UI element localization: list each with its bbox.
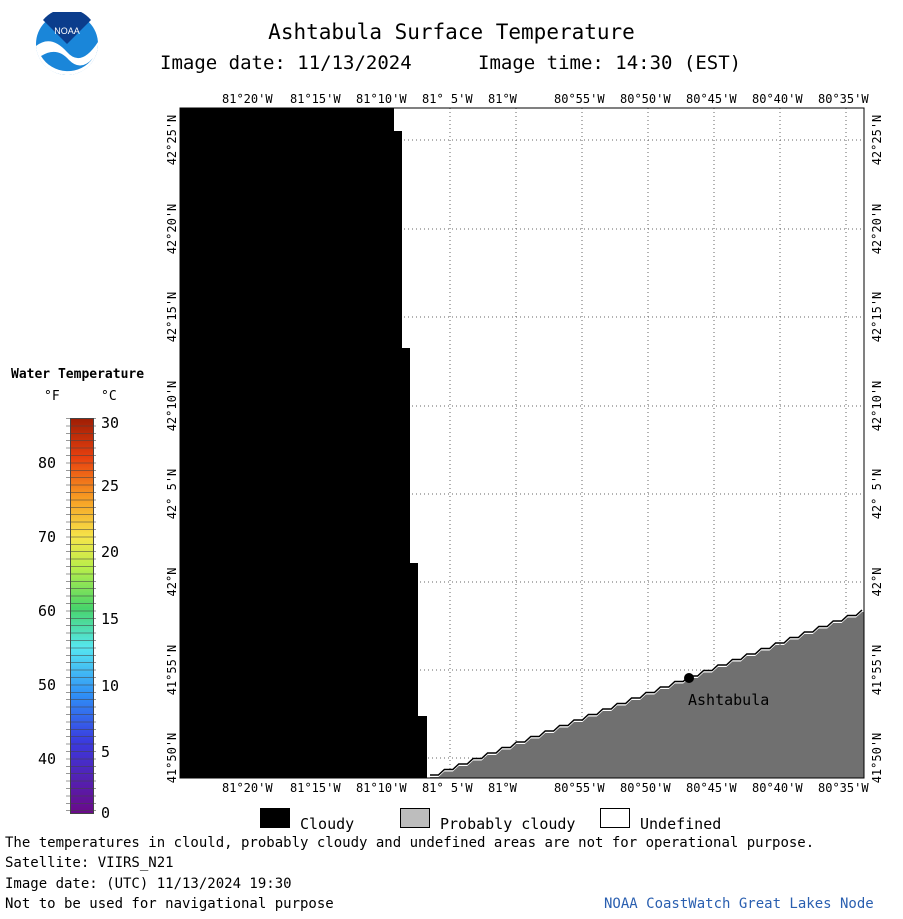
image-time-label: Image time: 14:30 (EST) (478, 52, 742, 74)
lon-tick-top: 80°55'W (554, 92, 605, 106)
c-tick: 5 (101, 743, 111, 761)
lat-tick-left: 42°20'N (165, 203, 179, 255)
celsius-label: °C (101, 389, 117, 404)
lat-tick-left: 42°15'N (165, 291, 179, 343)
credit-link[interactable]: NOAA CoastWatch Great Lakes Node (604, 896, 874, 912)
lon-tick-bottom: 80°35'W (818, 781, 869, 795)
lon-tick-bottom: 81°10'W (356, 781, 407, 795)
c-tick: 10 (101, 677, 120, 695)
city-label: Ashtabula (688, 691, 770, 709)
lat-tick-left: 41°50'N (165, 732, 179, 784)
lon-tick-bottom: 81°15'W (290, 781, 341, 795)
lat-tick-left: 41°55'N (165, 644, 179, 696)
lon-tick-top: 81°W (488, 92, 517, 106)
logo-text: NOAA (54, 26, 80, 36)
lat-tick-left: 42° 5'N (165, 468, 179, 520)
lon-tick-bottom: 80°45'W (686, 781, 737, 795)
lat-tick-right: 42°15'N (870, 291, 884, 343)
page-title: Ashtabula Surface Temperature (268, 20, 635, 44)
c-tick: 25 (101, 477, 120, 495)
lon-tick-top: 81°20'W (222, 92, 273, 106)
city-marker (684, 673, 694, 683)
satellite-text: Satellite: VIIRS_N21 (5, 855, 174, 871)
navigation-note: Not to be used for navigational purpose (5, 896, 334, 912)
cloudy-swatch (260, 808, 290, 828)
lon-tick-top: 80°35'W (818, 92, 869, 106)
lat-tick-right: 41°55'N (870, 644, 884, 696)
f-tick: 60 (38, 602, 57, 620)
lat-tick-right: 42°N (870, 567, 884, 597)
lon-tick-top: 81°15'W (290, 92, 341, 106)
legend-title: Water Temperature (11, 367, 145, 382)
lon-tick-bottom: 81°W (488, 781, 517, 795)
lon-tick-bottom: 80°40'W (752, 781, 803, 795)
coastline (430, 609, 863, 776)
land-area (430, 612, 864, 778)
lon-tick-top: 80°40'W (752, 92, 803, 106)
cloudy-region (180, 108, 427, 778)
c-tick: 0 (101, 804, 111, 822)
fahrenheit-label: °F (44, 389, 60, 404)
f-tick: 40 (38, 750, 57, 768)
lon-tick-top: 81°10'W (356, 92, 407, 106)
lon-tick-bottom: 80°50'W (620, 781, 671, 795)
probably-cloudy-label: Probably cloudy (440, 815, 576, 833)
lat-tick-right: 41°50'N (870, 732, 884, 784)
lon-tick-bottom: 80°55'W (554, 781, 605, 795)
c-tick: 30 (101, 414, 120, 432)
map-frame (179, 107, 865, 779)
f-tick: 80 (38, 454, 57, 472)
f-tick: 50 (38, 676, 57, 694)
f-tick: 70 (38, 528, 57, 546)
lon-tick-bottom: 81°20'W (222, 781, 273, 795)
lat-tick-left: 42°10'N (165, 380, 179, 432)
lat-tick-right: 42°10'N (870, 380, 884, 432)
lat-tick-left: 42°25'N (165, 114, 179, 166)
lon-tick-bottom: 81° 5'W (422, 781, 473, 795)
lon-tick-top: 80°50'W (620, 92, 671, 106)
scale-ticks (66, 418, 96, 812)
image-date-label: Image date: 11/13/2024 (160, 52, 412, 74)
lat-tick-right: 42°25'N (870, 114, 884, 166)
noaa-logo: NOAA (35, 8, 99, 76)
disclaimer-text: The temperatures in clould, probably clo… (5, 835, 815, 851)
c-tick: 20 (101, 543, 120, 561)
probably-cloudy-swatch (400, 808, 430, 828)
lat-tick-right: 42° 5'N (870, 468, 884, 520)
undefined-swatch (600, 808, 630, 828)
lon-tick-top: 80°45'W (686, 92, 737, 106)
utc-date-text: Image date: (UTC) 11/13/2024 19:30 (5, 876, 292, 892)
c-tick: 15 (101, 610, 120, 628)
undefined-label: Undefined (640, 815, 722, 833)
cloudy-label: Cloudy (300, 815, 355, 833)
lon-tick-top: 81° 5'W (422, 92, 473, 106)
lat-tick-right: 42°20'N (870, 203, 884, 255)
lat-tick-left: 42°N (165, 567, 179, 597)
